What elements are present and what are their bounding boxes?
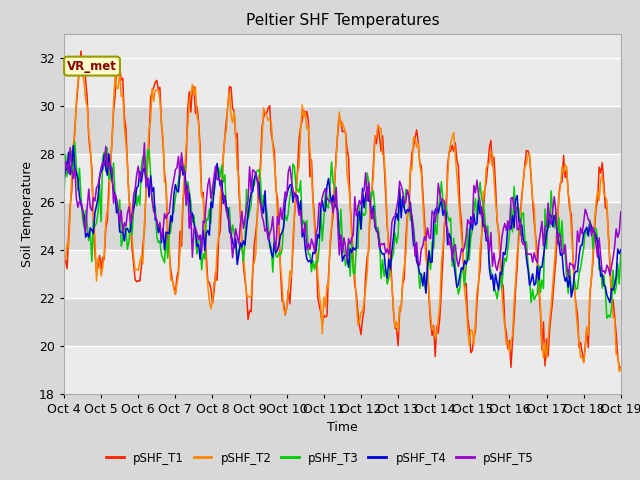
pSHF_T4: [617, 247, 625, 252]
pSHF_T3: [550, 225, 558, 230]
pSHF_T4: [77, 202, 85, 207]
pSHF_T1: [617, 364, 625, 370]
pSHF_T3: [617, 249, 625, 255]
pSHF_T5: [60, 177, 68, 183]
pSHF_T1: [76, 63, 83, 69]
pSHF_T2: [617, 366, 625, 372]
Line: pSHF_T4: pSHF_T4: [64, 145, 621, 302]
Bar: [64, 154, 621, 202]
Line: pSHF_T2: pSHF_T2: [64, 70, 621, 372]
pSHF_T2: [550, 264, 558, 269]
Title: Peltier SHF Temperatures: Peltier SHF Temperatures: [246, 13, 439, 28]
pSHF_T4: [397, 215, 405, 221]
pSHF_T3: [60, 194, 68, 200]
Legend: pSHF_T1, pSHF_T2, pSHF_T3, pSHF_T4, pSHF_T5: pSHF_T1, pSHF_T2, pSHF_T3, pSHF_T4, pSHF…: [102, 447, 538, 469]
pSHF_T3: [397, 197, 405, 203]
Bar: [64, 58, 621, 106]
pSHF_T2: [77, 68, 85, 74]
pSHF_T4: [410, 243, 417, 249]
pSHF_T5: [410, 228, 417, 234]
pSHF_T2: [165, 240, 173, 246]
pSHF_T4: [165, 231, 173, 237]
pSHF_T2: [76, 67, 83, 73]
pSHF_T3: [77, 194, 85, 200]
Text: VR_met: VR_met: [67, 60, 117, 72]
pSHF_T2: [616, 369, 623, 374]
pSHF_T3: [165, 231, 173, 237]
pSHF_T1: [397, 305, 405, 311]
pSHF_T3: [379, 257, 387, 263]
Bar: [64, 346, 621, 394]
pSHF_T1: [60, 257, 68, 263]
pSHF_T4: [606, 300, 614, 305]
pSHF_T5: [165, 210, 173, 216]
pSHF_T1: [379, 133, 387, 139]
Line: pSHF_T1: pSHF_T1: [64, 51, 621, 368]
pSHF_T4: [60, 178, 68, 183]
pSHF_T3: [71, 139, 79, 145]
pSHF_T5: [379, 242, 387, 248]
pSHF_T1: [165, 248, 173, 254]
X-axis label: Time: Time: [327, 421, 358, 434]
pSHF_T1: [616, 365, 623, 371]
pSHF_T4: [550, 213, 558, 218]
pSHF_T5: [76, 199, 83, 204]
pSHF_T1: [77, 48, 85, 54]
pSHF_T3: [603, 315, 611, 321]
pSHF_T1: [550, 275, 558, 281]
Bar: [64, 250, 621, 298]
Bar: [64, 106, 621, 154]
Line: pSHF_T5: pSHF_T5: [64, 143, 621, 277]
pSHF_T2: [410, 134, 417, 140]
Y-axis label: Soil Temperature: Soil Temperature: [20, 161, 33, 266]
pSHF_T1: [410, 144, 417, 150]
pSHF_T5: [564, 274, 572, 280]
pSHF_T2: [60, 257, 68, 263]
Bar: [64, 202, 621, 250]
pSHF_T3: [410, 225, 417, 230]
pSHF_T5: [550, 194, 558, 200]
pSHF_T5: [141, 140, 148, 146]
pSHF_T5: [397, 183, 405, 189]
pSHF_T2: [379, 152, 387, 157]
Bar: [64, 298, 621, 346]
pSHF_T2: [397, 307, 405, 313]
pSHF_T5: [617, 209, 625, 215]
pSHF_T4: [379, 252, 387, 257]
Line: pSHF_T3: pSHF_T3: [64, 142, 621, 318]
pSHF_T4: [69, 143, 77, 148]
